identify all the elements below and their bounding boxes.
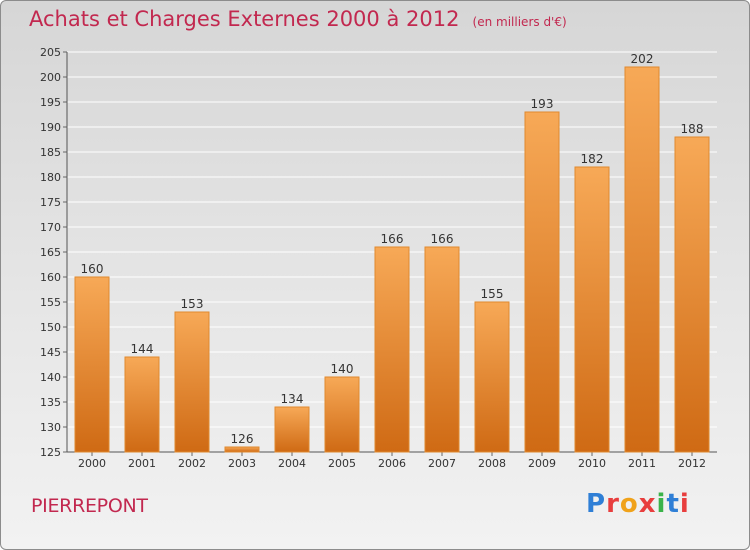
proxiti-logo[interactable]: Proxiti: [586, 489, 690, 519]
labels: 125 130 135 140 145 150 155 160 165 170 175 180 185 1…: [40, 46, 706, 470]
chart-title: Achats et Charges Externes 2000 à 2012: [29, 7, 460, 31]
y-tick-label: 195: [40, 96, 61, 109]
bar-2007: [424, 246, 460, 453]
y-tick-label: 160: [40, 271, 61, 284]
chart-subtitle: (en milliers d'€): [472, 15, 567, 29]
bar-2009: [524, 111, 560, 453]
data-label-2000: 160: [81, 262, 104, 276]
logo-letter: x: [638, 489, 657, 519]
x-tick-label-2003: 2003: [228, 457, 256, 470]
logo-letter: i: [656, 489, 667, 519]
y-tick-label: 190: [40, 121, 61, 134]
bar-2000: [74, 276, 110, 453]
data-label-2010: 182: [581, 152, 604, 166]
data-label-2012: 188: [681, 122, 704, 136]
data-label-2006: 166: [381, 232, 404, 246]
bar-2006: [374, 246, 410, 453]
x-tick-label-2009: 2009: [528, 457, 556, 470]
y-tick-label: 155: [40, 296, 61, 309]
x-tick-label-2005: 2005: [328, 457, 356, 470]
y-tick-label: 150: [40, 321, 61, 334]
logo-letter: t: [666, 489, 680, 519]
y-tick-label: 145: [40, 346, 61, 359]
commune-name: PIERREPONT: [31, 495, 148, 517]
bar-2005: [324, 376, 360, 453]
data-label-2003: 126: [231, 432, 254, 446]
data-label-2002: 153: [181, 297, 204, 311]
logo-letter: i: [679, 489, 690, 519]
bar-2008: [474, 301, 510, 453]
logo-letter: r: [606, 489, 620, 519]
logo-letter: o: [619, 489, 639, 519]
x-tick-label-2011: 2011: [628, 457, 656, 470]
x-tick-label-2010: 2010: [578, 457, 606, 470]
x-tick-label-2012: 2012: [678, 457, 706, 470]
y-tick-label: 175: [40, 196, 61, 209]
bar-2004: [274, 406, 310, 453]
bar-2003: [224, 446, 260, 453]
bars: [74, 66, 710, 453]
y-tick-label: 170: [40, 221, 61, 234]
y-tick-label: 200: [40, 71, 61, 84]
y-tick-label: 140: [40, 371, 61, 384]
data-label-2011: 202: [631, 52, 654, 66]
data-label-2009: 193: [531, 97, 554, 111]
x-tick-label-2008: 2008: [478, 457, 506, 470]
data-label-2001: 144: [131, 342, 154, 356]
logo-letter: P: [586, 489, 607, 519]
x-tick-label-2006: 2006: [378, 457, 406, 470]
x-tick-label-2001: 2001: [128, 457, 156, 470]
y-tick-label: 205: [40, 46, 61, 59]
bar-2011: [624, 66, 660, 453]
data-label-2007: 166: [431, 232, 454, 246]
data-label-2008: 155: [481, 287, 504, 301]
title-row: Achats et Charges Externes 2000 à 2012 (…: [29, 7, 567, 31]
y-tick-label: 135: [40, 396, 61, 409]
x-tick-label-2000: 2000: [78, 457, 106, 470]
y-tick-label: 180: [40, 171, 61, 184]
data-label-2004: 134: [281, 392, 304, 406]
y-tick-label: 165: [40, 246, 61, 259]
y-tick-label: 130: [40, 421, 61, 434]
bar-2010: [574, 166, 610, 453]
y-tick-label: 125: [40, 446, 61, 459]
y-tick-label: 185: [40, 146, 61, 159]
x-tick-label-2007: 2007: [428, 457, 456, 470]
x-tick-label-2004: 2004: [278, 457, 306, 470]
bar-2001: [124, 356, 160, 453]
bar-2012: [674, 136, 710, 453]
x-tick-label-2002: 2002: [178, 457, 206, 470]
bar-2002: [174, 311, 210, 453]
data-label-2005: 140: [331, 362, 354, 376]
